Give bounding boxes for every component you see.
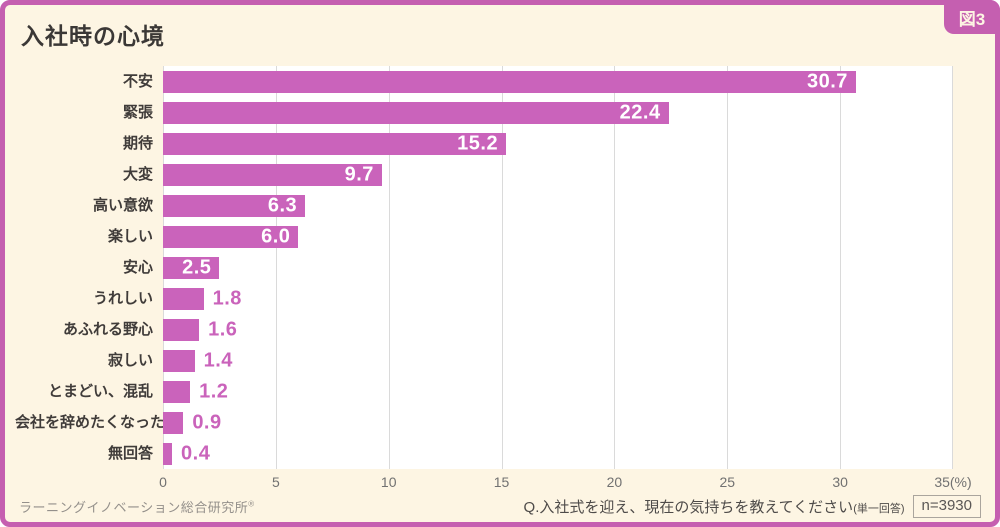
category-label: あふれる野心 [62, 321, 153, 338]
category-label: 安心 [122, 259, 153, 276]
bar-value-label: 1.4 [203, 349, 233, 371]
x-axis-tick-label: 5 [271, 474, 280, 490]
bar: 1.8 [163, 287, 241, 310]
bar: 9.7 [163, 163, 382, 186]
gridline [275, 66, 277, 469]
bar-value-label: 6.0 [261, 225, 291, 247]
category-label: 緊張 [122, 104, 153, 121]
category-label: 会社を辞めたくなった [15, 414, 166, 431]
gridline [501, 66, 503, 469]
x-axis-tick-label: 15 [493, 474, 510, 490]
bar-value-label: 0.4 [181, 442, 211, 464]
bar: 6.3 [163, 194, 306, 217]
source-attribution: ラーニングイノベーション総合研究所® [19, 497, 255, 516]
bar-row: 0.4 [163, 438, 953, 469]
bar: 30.7 [163, 70, 856, 93]
category-label: 寂しい [107, 352, 153, 369]
gridline [840, 66, 842, 469]
category-label: 期待 [122, 135, 153, 152]
figure-number-badge: 図3 [944, 0, 1000, 34]
gridline [614, 66, 616, 469]
category-label: うれしい [92, 290, 153, 307]
question-text: Q.入社式を迎え、現在の気持ちを教えてください [523, 498, 854, 516]
sample-size-badge: n=3930 [912, 494, 981, 518]
footer-right: Q.入社式を迎え、現在の気持ちを教えてください(単一回答) n=3930 [524, 494, 981, 518]
gridline [388, 66, 390, 469]
bar-row: 6.3 [163, 190, 953, 221]
bars-container: 30.7 22.4 15.2 9.7 6.3 6.0 2.5 1.8 1.6 1.4 1.2 0.9 0… [163, 66, 953, 469]
x-axis-tick-label: 35(%) [934, 474, 972, 490]
bar-value-label: 0.9 [192, 411, 222, 433]
bar-chart: 不安緊張期待大変高い意欲楽しい安心うれしいあふれる野心寂しいとまどい、混乱会社を… [15, 66, 972, 493]
x-axis-tick-label: 0 [159, 474, 167, 490]
chart-body: 不安緊張期待大変高い意欲楽しい安心うれしいあふれる野心寂しいとまどい、混乱会社を… [15, 66, 953, 469]
category-label: 不安 [122, 73, 153, 90]
gridline [952, 66, 953, 469]
x-axis-tick-label: 30 [832, 474, 848, 490]
bar-row: 0.9 [163, 407, 953, 438]
gridline [727, 66, 729, 469]
bar: 22.4 [163, 101, 669, 124]
category-label: 高い意欲 [92, 197, 153, 214]
x-axis-tick-label: 10 [380, 474, 397, 490]
bar-row: 1.6 [163, 314, 953, 345]
bar-value-label: 9.7 [344, 163, 374, 185]
bar-value-label: 1.8 [212, 287, 242, 309]
survey-question: Q.入社式を迎え、現在の気持ちを教えてください(単一回答) [524, 496, 905, 517]
bar: 0.9 [163, 411, 221, 434]
bar: 6.0 [163, 225, 299, 248]
bar: 0.4 [163, 442, 210, 465]
source-text: ラーニングイノベーション総合研究所 [19, 499, 249, 515]
bar-value-label: 22.4 [619, 101, 661, 123]
bar-row: 1.2 [163, 376, 953, 407]
x-axis-tick-label: 20 [606, 474, 623, 490]
plot-area: 30.7 22.4 15.2 9.7 6.3 6.0 2.5 1.8 1.6 1.4 1.2 0.9 0… [163, 66, 953, 469]
category-label: とまどい、混乱 [47, 383, 153, 400]
x-axis: 0 5 10 15 20 25 30 35(%) [159, 469, 972, 493]
x-axis-tick-label: 25 [719, 474, 736, 490]
bar-value-label: 15.2 [457, 132, 499, 154]
category-labels-column: 不安緊張期待大変高い意欲楽しい安心うれしいあふれる野心寂しいとまどい、混乱会社を… [15, 66, 166, 469]
bar: 15.2 [163, 132, 507, 155]
bar-row: 15.2 [163, 128, 953, 159]
chart-title: 入社時の心境 [21, 23, 165, 49]
bar-value-label: 6.3 [267, 194, 298, 216]
bar-value-label: 2.5 [182, 256, 212, 278]
bar: 1.4 [163, 349, 232, 372]
bar-row: 22.4 [163, 97, 953, 128]
registered-mark: ® [248, 499, 255, 509]
bar-value-label: 30.7 [807, 70, 848, 92]
question-note: (単一回答) [853, 502, 905, 515]
bar-row: 30.7 [163, 66, 953, 97]
bar-value-label: 1.2 [199, 380, 229, 402]
bar: 2.5 [163, 256, 220, 279]
bar-row: 1.8 [163, 283, 953, 314]
bar: 1.2 [163, 380, 228, 403]
bar-row: 2.5 [163, 252, 953, 283]
bar-value-label: 1.6 [208, 318, 238, 340]
category-label: 無回答 [107, 445, 153, 462]
bar-row: 1.4 [163, 345, 953, 376]
bar-row: 9.7 [163, 159, 953, 190]
footer: ラーニングイノベーション総合研究所® Q.入社式を迎え、現在の気持ちを教えてくだ… [19, 493, 981, 519]
category-label: 大変 [122, 166, 153, 183]
category-label: 楽しい [107, 228, 153, 245]
bar: 1.6 [163, 318, 237, 341]
bar-row: 6.0 [163, 221, 953, 252]
